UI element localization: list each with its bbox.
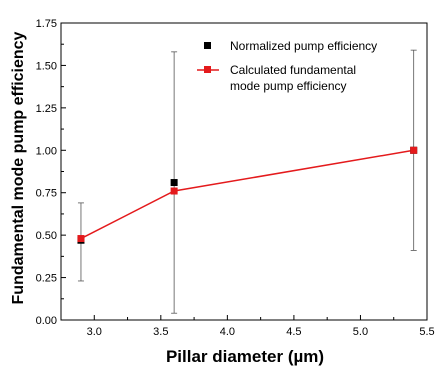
x-tick-label: 3.5 bbox=[153, 326, 168, 338]
legend-label-calculated-line2: mode pump efficiency bbox=[230, 79, 347, 93]
y-tick-label: 0.50 bbox=[36, 230, 57, 242]
y-tick-label: 0.00 bbox=[36, 315, 57, 327]
x-tick-label: 5.5 bbox=[419, 326, 434, 338]
calculated-efficiency-point bbox=[170, 187, 178, 195]
y-axis-title: Fundamental mode pump efficiency bbox=[10, 31, 27, 304]
x-tick-label: 4.5 bbox=[286, 326, 301, 338]
y-tick-label: 0.25 bbox=[36, 273, 57, 285]
x-tick-label: 4.0 bbox=[220, 326, 235, 338]
normalized-efficiency-point bbox=[170, 179, 178, 187]
x-axis-title: Pillar diameter (µm) bbox=[166, 347, 324, 366]
legend-label-normalized: Normalized pump efficiency bbox=[230, 39, 377, 53]
y-tick-label: 1.75 bbox=[36, 18, 57, 30]
x-tick-label: 3.0 bbox=[87, 326, 102, 338]
markers-layer bbox=[77, 146, 418, 244]
calculated-efficiency-point bbox=[410, 146, 418, 154]
y-tick-label: 0.75 bbox=[36, 188, 57, 200]
legend-marker-normalized bbox=[204, 42, 211, 49]
y-tick-label: 1.50 bbox=[36, 60, 57, 72]
series-line-layer bbox=[80, 149, 414, 240]
y-tick-label: 1.00 bbox=[36, 145, 57, 157]
calculated-efficiency-point bbox=[77, 235, 85, 243]
ticks-layer: 3.0 3.5 4.0 4.5 5.0 5.5 0.00 0.25 0.50 0.75 1.00 1.… bbox=[36, 18, 435, 338]
calculated-efficiency-line bbox=[80, 149, 414, 240]
legend: Normalized pump efficiency Calculated fu… bbox=[197, 39, 377, 93]
legend-marker-calculated bbox=[204, 66, 211, 73]
y-tick-label: 1.25 bbox=[36, 103, 57, 115]
x-tick-label: 5.0 bbox=[353, 326, 368, 338]
legend-label-calculated-line1: Calculated fundamental bbox=[230, 63, 356, 77]
